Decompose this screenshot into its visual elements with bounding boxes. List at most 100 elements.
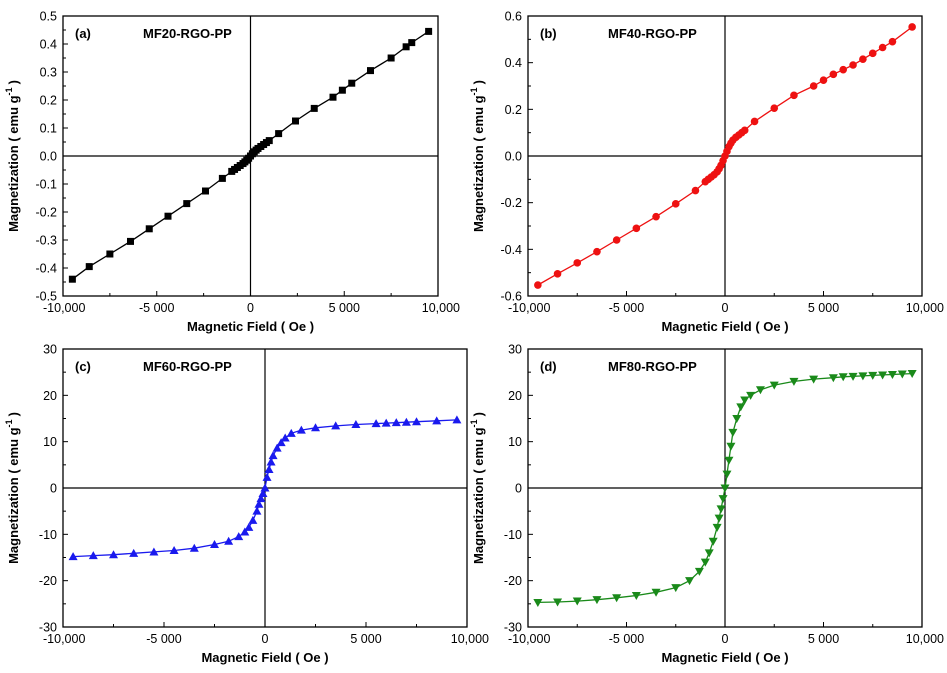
- y-tick-label: -20: [39, 574, 57, 588]
- data-point: [887, 370, 897, 379]
- data-point: [848, 372, 858, 381]
- x-tick-label: -5 000: [609, 301, 644, 315]
- x-tick-label: -10,000: [508, 632, 550, 646]
- data-point: [268, 451, 278, 460]
- data-point: [145, 225, 153, 233]
- data-point: [183, 200, 191, 208]
- data-point: [412, 417, 421, 426]
- data-point: [907, 370, 917, 379]
- panel-label: (a): [75, 26, 91, 41]
- data-point: [387, 54, 395, 62]
- data-point: [691, 186, 700, 195]
- data-point: [720, 484, 730, 493]
- x-tick-label: 0: [722, 632, 729, 646]
- data-point: [367, 67, 374, 75]
- data-point: [769, 381, 779, 390]
- chart-panel-c: -10,000 -5 000 0 5 000 10,000 -30 -20 -10 0 10 20 3…: [4, 343, 489, 666]
- y-axis-title: Magnetization ( emu g-1): [469, 412, 486, 564]
- data-point: [371, 419, 381, 428]
- data-point: [612, 594, 622, 603]
- y-axis-title-main: Magnetization ( emu g: [6, 95, 21, 232]
- data-point: [248, 515, 258, 524]
- y-tick-label: -0.2: [35, 206, 57, 220]
- data-point: [408, 39, 416, 47]
- y-tick-label: 0.2: [505, 103, 522, 117]
- y-tick-label: 0: [515, 482, 522, 496]
- data-point: [296, 425, 306, 434]
- y-tick-label: 30: [43, 343, 57, 357]
- x-axis-title: Magnetic Field ( Oe ): [187, 319, 314, 334]
- panel-title: MF20-RGO-PP: [143, 26, 232, 41]
- data-point: [275, 130, 283, 138]
- data-point: [740, 126, 749, 135]
- data-point: [224, 536, 234, 545]
- data-point: [897, 370, 907, 379]
- data-point: [839, 65, 847, 74]
- data-point: [712, 523, 722, 532]
- panel-label: (c): [75, 359, 91, 374]
- data-point: [868, 49, 877, 58]
- y-axis-title: Magnetization ( emu g-1): [4, 412, 21, 564]
- data-point: [256, 494, 266, 503]
- data-point: [258, 489, 268, 498]
- y-tick-label: 0.2: [40, 94, 57, 108]
- data-point: [746, 391, 756, 400]
- data-point: [85, 263, 93, 271]
- x-tick-label: 0: [262, 632, 269, 646]
- y-tick-label: -0.5: [35, 290, 57, 304]
- y-tick-label: -20: [504, 574, 522, 588]
- y-tick-label: -10: [504, 528, 522, 542]
- data-point: [878, 43, 887, 52]
- data-point: [728, 428, 738, 437]
- data-point: [809, 82, 818, 90]
- data-point: [276, 438, 286, 447]
- y-tick-label: -0.2: [500, 196, 522, 210]
- data-point: [254, 499, 264, 508]
- data-point: [149, 547, 159, 556]
- x-tick-label: 10,000: [451, 632, 489, 646]
- y-tick-label: -30: [39, 621, 57, 635]
- y-tick-label: 0.0: [505, 150, 522, 164]
- y-axis-title-end: ): [6, 80, 21, 84]
- chart-panel-b: -10,000 -5 000 0 5 000 10,000 -0.6 -0.4 -0.2 0.0…: [469, 10, 944, 335]
- y-tick-label: 0: [50, 482, 57, 496]
- x-tick-label: 5 000: [808, 301, 839, 315]
- data-point: [311, 423, 320, 432]
- data-point: [714, 514, 724, 523]
- data-point: [849, 61, 857, 69]
- y-tick-label: -10: [39, 528, 57, 542]
- y-tick-label: 10: [43, 435, 57, 449]
- y-tick-label: 0.1: [40, 122, 57, 136]
- y-tick-label: 20: [508, 389, 522, 403]
- data-point: [280, 433, 290, 442]
- data-point: [828, 374, 838, 383]
- data-point: [878, 371, 888, 380]
- y-axis-title-superscript: -1: [4, 87, 14, 95]
- data-point: [868, 371, 878, 380]
- y-tick-label: 0.4: [505, 56, 522, 70]
- y-tick-label: -0.4: [35, 262, 57, 276]
- data-point: [533, 598, 543, 607]
- data-point: [694, 567, 704, 576]
- data-point: [452, 415, 462, 424]
- x-tick-label: 5 000: [329, 301, 360, 315]
- x-tick-label: 0: [722, 301, 729, 315]
- data-point: [888, 37, 897, 46]
- chart-panel-a: -10,000 -5 000 0 5 000 10,000 -0.5 -0.4 -0.3 -0.…: [4, 10, 460, 335]
- y-axis-title-main: Magnetization ( emu g: [471, 95, 486, 232]
- data-point: [809, 375, 819, 384]
- data-point: [432, 416, 442, 425]
- data-point: [790, 91, 798, 100]
- x-axis-title: Magnetic Field ( Oe ): [661, 650, 788, 665]
- data-point: [68, 275, 76, 283]
- data-point: [68, 552, 78, 561]
- data-point: [553, 598, 563, 607]
- y-tick-label: 10: [508, 435, 522, 449]
- data-point: [244, 522, 254, 531]
- x-tick-label: 10,000: [906, 632, 944, 646]
- data-point: [750, 117, 759, 126]
- data-point: [88, 551, 98, 560]
- y-axis-title: Magnetization ( emu g-1): [4, 80, 21, 232]
- data-point: [264, 464, 274, 473]
